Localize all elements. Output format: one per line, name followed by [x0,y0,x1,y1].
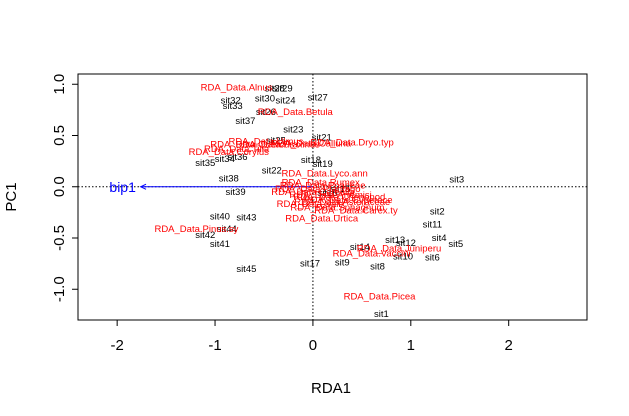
site-label: sit2 [430,206,445,217]
site-label: sit37 [235,116,255,127]
species-label: RDA_Data.Corylus [189,147,269,158]
site-label: sit41 [210,239,230,250]
site-label: sit19 [313,159,333,170]
site-label: sit24 [275,96,295,107]
y-tick-label: 0.5 [51,125,68,146]
site-label: sit1 [374,309,389,320]
species-label: RDA_Data.Fraxinus [235,140,320,151]
species-label: RDA_Data.Asteraceae [294,197,390,208]
site-label: sit11 [423,220,442,231]
species-label: RDA_Data.Cerealia [271,187,355,198]
species-label: RDA_Data.Pinus.sy [154,224,238,235]
x-axis-title: RDA1 [311,380,351,397]
site-label: sit8 [370,262,385,273]
site-label: sit44 [217,224,237,235]
species-label: RDA_Data.Picea [344,291,417,302]
site-label: sit43 [236,213,256,224]
species-label: RDA_Data.Tilia [204,144,270,155]
site-label: sit6 [425,252,440,263]
species-label: RDA_Data.Carex.ty [314,205,398,216]
species-label: RDA_Data.Alnus [201,82,273,93]
site-label: sit39 [226,187,246,198]
site-label: sit3 [449,175,464,186]
site-label: sit27 [308,93,328,104]
species-label: RDA_Data.Lyco.ann [282,168,368,179]
site-label: sit12 [396,238,416,249]
site-label: sit40 [210,211,230,222]
x-axis: -2 -1 0 1 2 [110,320,513,354]
site-label: sit17 [300,259,320,270]
species-label: RDA_Data.Dryo.typ [310,138,393,149]
site-label: sit36 [228,152,248,163]
x-tick-label: -2 [110,337,123,354]
biplot-arrow-head [139,183,147,190]
species-label: RDA_Data.Cyperace [304,195,393,206]
species-label: RDA_Data.Artemisi [289,190,371,201]
y-axis: -1.0 -0.5 0.0 0.5 1.0 [51,74,78,302]
site-label: sit30 [255,94,275,105]
biplot-label: bip1 [109,179,136,195]
site-label: sit32 [221,96,241,107]
site-label: sit14 [350,242,370,253]
site-label: sit33 [223,101,243,112]
species-label: RDA_Data.Betula [258,107,334,118]
species-label: RDA_Data.Urtica [285,214,359,225]
y-axis-title: PC1 [3,182,20,211]
site-label: sit34 [215,154,235,165]
site-label: sit45 [236,264,256,275]
site-label: sit13 [385,235,405,246]
species-label: RDA_Data.Juniperu [357,243,442,254]
species-label: RDA_Data.Calluna [271,139,352,150]
site-label: sit26 [256,107,276,118]
species-label: RDA_Data.Plantago [275,184,361,195]
x-tick-label: 1 [407,337,415,354]
site-label: sit18 [301,155,321,166]
site-label: sit21 [312,133,332,144]
species-label: RDA_Data.Sphagnum [290,202,384,213]
x-tick-label: -1 [208,337,221,354]
biplot-arrows: bip1 [109,179,313,195]
site-label: sit5 [448,239,463,250]
species-labels: RDA_Data.PiceaRDA_Data.JuniperuRDA_Data.… [154,82,441,302]
y-tick-label: -0.5 [51,225,68,251]
site-label: sit10 [393,251,413,262]
species-label: RDA_Data.Poaceae [280,181,366,192]
site-label: sit15 [330,184,350,195]
site-labels: sit1sit3sit2sit11sit4sit5sit6sit10sit12s… [195,83,464,320]
site-label: sit28 [265,83,285,94]
site-label: sit23 [283,124,303,135]
site-label: sit25 [266,136,286,147]
y-tick-label: -1.0 [51,276,68,302]
site-label: sit38 [219,174,239,185]
plot-frame [77,73,588,321]
site-label: sit22 [262,165,282,176]
site-label: sit4 [432,233,447,244]
y-tick-label: 1.0 [51,74,68,95]
species-label: RDA_Data.Chenopod [293,192,385,203]
site-label: sit9 [335,258,350,269]
site-label: sit35 [195,158,215,169]
y-tick-label: 0.0 [51,176,68,197]
site-label: sit29 [273,83,293,94]
x-tick-label: 2 [505,337,513,354]
species-label: RDA_Data.Vaccini [333,248,411,259]
site-label: sit16 [318,188,338,199]
species-label: RDA_Data.Rumex [282,178,360,189]
species-label: RDA_Data.Quercus [210,140,294,151]
species-label: RDA_Data.Ulmus [228,137,303,148]
x-tick-label: 0 [309,337,317,354]
species-label: RDA_Data.Salix [277,199,346,210]
site-label: sit42 [195,230,215,241]
